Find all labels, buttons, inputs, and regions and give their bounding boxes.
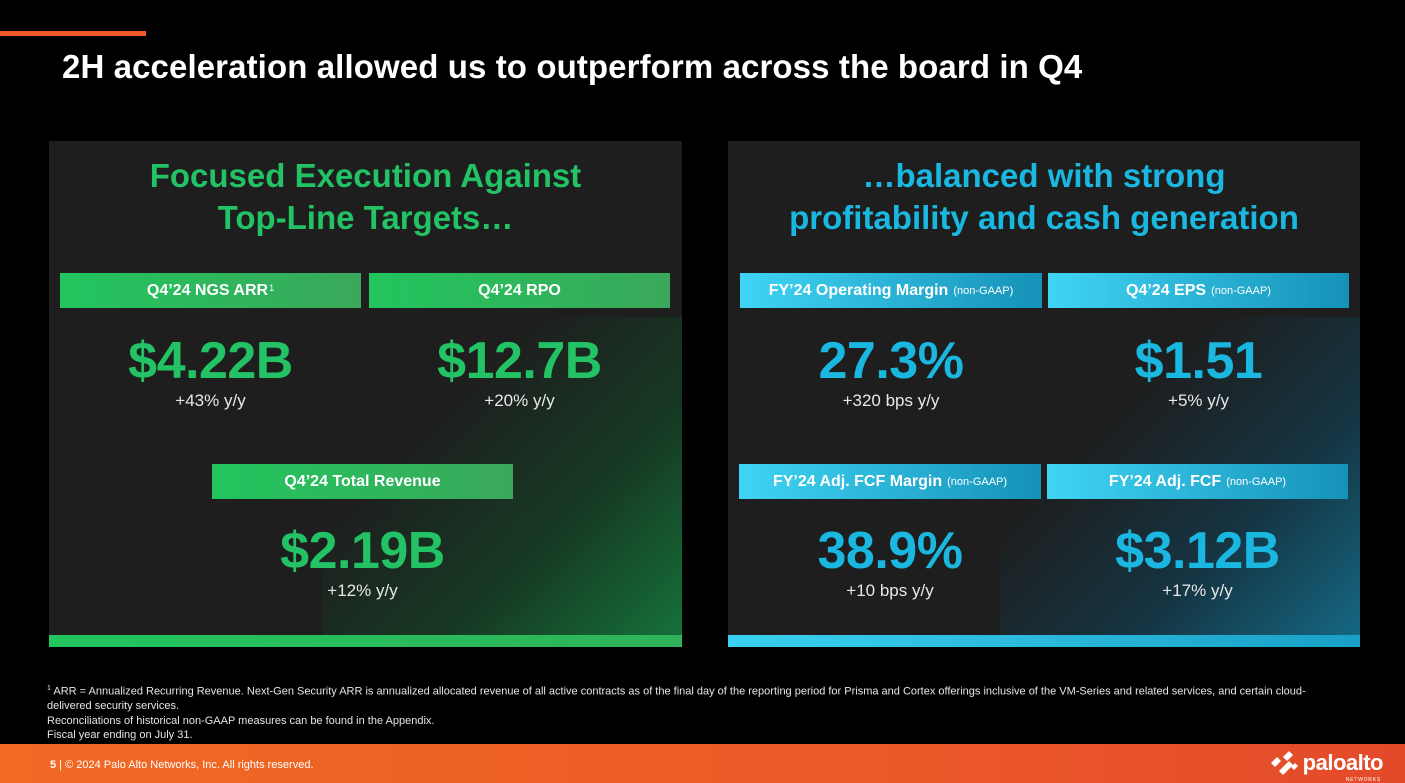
profitability-panel: …balanced with strong profitability and …	[728, 141, 1360, 647]
palo-alto-logo: paloalto NETWORKS	[1269, 750, 1384, 783]
metric-delta: +12% y/y	[327, 581, 398, 600]
metric-rpo: $12.7B +20% y/y	[369, 333, 670, 411]
metric-eps: $1.51 +5% y/y	[1048, 333, 1349, 411]
metric-value: $1.51	[1134, 332, 1263, 390]
footer-bar: 5 | © 2024 Palo Alto Networks, Inc. All …	[0, 744, 1405, 783]
panel-bottom-bar	[728, 635, 1360, 647]
panel-heading-line2: Top-Line Targets…	[217, 199, 514, 236]
non-gaap-tag: (non-GAAP)	[953, 284, 1014, 297]
metric-label-text: Q4’24 EPS	[1126, 281, 1207, 299]
logo-wordmark: paloalto	[1302, 750, 1384, 775]
footnote-fiscal-year: Fiscal year ending on July 31.	[47, 729, 193, 742]
title-accent-bar	[0, 31, 146, 36]
panel-heading: …balanced with strong profitability and …	[728, 155, 1360, 239]
metric-value: $3.12B	[1115, 522, 1280, 580]
palo-alto-logo-icon	[1270, 751, 1298, 775]
footer-separator: |	[56, 759, 66, 771]
footer-text: 5 | © 2024 Palo Alto Networks, Inc. All …	[50, 759, 314, 771]
metric-value: $2.19B	[280, 522, 445, 580]
metric-label-total-revenue: Q4’24 Total Revenue	[212, 464, 513, 499]
non-gaap-tag: (non-GAAP)	[1226, 475, 1287, 488]
metric-value: 38.9%	[817, 522, 963, 580]
footnote-arr: 1 ARR = Annualized Recurring Revenue. Ne…	[47, 682, 1337, 714]
metric-operating-margin: 27.3% +320 bps y/y	[740, 333, 1042, 411]
metric-label-ngs-arr: Q4’24 NGS ARR 1	[60, 273, 361, 308]
metric-delta: +5% y/y	[1168, 391, 1229, 410]
metric-delta: +10 bps y/y	[846, 581, 934, 600]
metric-label-text: Q4’24 NGS ARR	[146, 281, 269, 299]
metric-delta: +17% y/y	[1162, 581, 1233, 600]
metric-value: $4.22B	[128, 332, 293, 390]
panel-heading: Focused Execution Against Top-Line Targe…	[49, 155, 682, 239]
panel-bottom-bar	[49, 635, 682, 647]
metric-delta: +20% y/y	[484, 391, 555, 410]
metric-fcf-margin: 38.9% +10 bps y/y	[739, 523, 1041, 601]
top-line-panel: Focused Execution Against Top-Line Targe…	[49, 141, 682, 647]
metric-delta: +43% y/y	[175, 391, 246, 410]
panel-heading-line1: …balanced with strong	[862, 157, 1226, 194]
metric-label-fcf-margin: FY’24 Adj. FCF Margin (non-GAAP)	[739, 464, 1041, 499]
metric-label-eps: Q4’24 EPS (non-GAAP)	[1048, 273, 1349, 308]
footnote-reconciliations: Reconciliations of historical non-GAAP m…	[47, 714, 435, 727]
non-gaap-tag: (non-GAAP)	[1211, 284, 1271, 297]
metric-delta: +320 bps y/y	[842, 391, 940, 410]
copyright: © 2024 Palo Alto Networks, Inc. All righ…	[65, 759, 314, 771]
footnote-marker: 1	[269, 282, 275, 293]
metric-label-rpo: Q4’24 RPO	[369, 273, 670, 308]
panel-heading-line1: Focused Execution Against	[149, 157, 582, 194]
non-gaap-tag: (non-GAAP)	[947, 475, 1008, 488]
metric-value: $12.7B	[437, 332, 602, 390]
metric-total-revenue: $2.19B +12% y/y	[212, 523, 513, 601]
page-number: 5	[50, 759, 57, 771]
footnotes: 1 ARR = Annualized Recurring Revenue. Ne…	[47, 682, 1337, 743]
metric-label-text: FY’24 Operating Margin	[768, 281, 949, 299]
page-title: 2H acceleration allowed us to outperform…	[62, 48, 1083, 85]
footnote-text: ARR = Annualized Recurring Revenue. Next…	[47, 685, 1306, 713]
metric-label-text: Q4’24 Total Revenue	[284, 472, 441, 490]
logo-subtext: NETWORKS	[1345, 777, 1381, 783]
metric-label-text: Q4’24 RPO	[478, 281, 561, 299]
panel-heading-line2: profitability and cash generation	[789, 199, 1299, 236]
metric-label-text: FY’24 Adj. FCF	[1108, 472, 1222, 490]
metric-ngs-arr: $4.22B +43% y/y	[60, 333, 361, 411]
metric-label-adj-fcf: FY’24 Adj. FCF (non-GAAP)	[1047, 464, 1348, 499]
footnote-marker: 1	[47, 685, 51, 692]
metric-value: 27.3%	[818, 332, 964, 390]
metric-label-text: FY’24 Adj. FCF Margin	[772, 472, 943, 490]
metric-adj-fcf: $3.12B +17% y/y	[1047, 523, 1348, 601]
metric-label-operating-margin: FY’24 Operating Margin (non-GAAP)	[740, 273, 1042, 308]
